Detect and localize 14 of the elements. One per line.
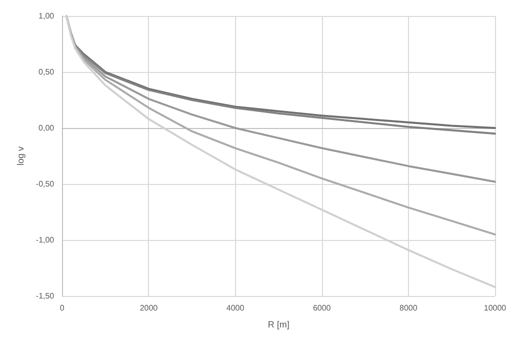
y-tick-label: -1,50 bbox=[36, 292, 55, 300]
x-axis-title: R [m] bbox=[268, 320, 290, 330]
x-tick-label: 8000 bbox=[400, 304, 418, 312]
x-tick-label: 2000 bbox=[140, 304, 158, 312]
y-tick-label: -0,50 bbox=[36, 180, 55, 188]
x-tick-label: 4000 bbox=[226, 304, 245, 312]
y-tick-label: 0,50 bbox=[38, 68, 55, 76]
x-tick-label: 10000 bbox=[484, 304, 507, 312]
x-tick-label: 0 bbox=[60, 304, 65, 312]
y-tick-label: 1,00 bbox=[38, 12, 55, 20]
x-tick-label: 6000 bbox=[312, 304, 332, 312]
y-axis-title: log v bbox=[16, 146, 26, 166]
y-tick-label: 0,00 bbox=[38, 124, 55, 132]
y-tick-label: -1,00 bbox=[36, 236, 55, 244]
